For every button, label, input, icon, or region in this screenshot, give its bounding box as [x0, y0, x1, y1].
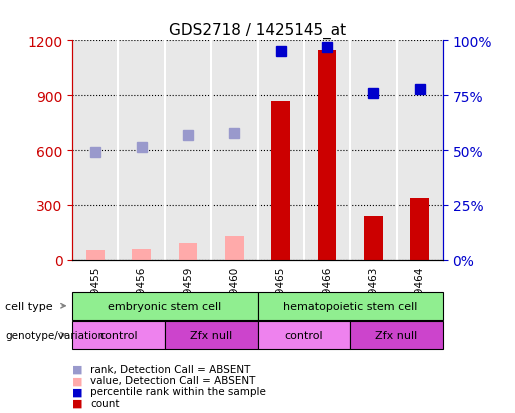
Text: count: count [90, 398, 119, 408]
Text: embryonic stem cell: embryonic stem cell [108, 301, 221, 311]
Bar [410, 198, 429, 260]
Bar [318, 50, 336, 260]
Bar [364, 216, 383, 260]
Bar [271, 102, 290, 260]
Text: ■: ■ [72, 398, 82, 408]
Text: rank, Detection Call = ABSENT: rank, Detection Call = ABSENT [90, 364, 250, 374]
Text: control: control [99, 330, 138, 340]
Text: ■: ■ [72, 387, 82, 396]
Text: hematopoietic stem cell: hematopoietic stem cell [283, 301, 417, 311]
Text: percentile rank within the sample: percentile rank within the sample [90, 387, 266, 396]
Text: Zfx null: Zfx null [375, 330, 418, 340]
Text: ■: ■ [72, 364, 82, 374]
Text: value, Detection Call = ABSENT: value, Detection Call = ABSENT [90, 375, 255, 385]
Text: control: control [284, 330, 323, 340]
Bar [179, 244, 197, 260]
Text: genotype/variation: genotype/variation [5, 330, 104, 340]
Bar [132, 249, 151, 260]
Text: cell type: cell type [5, 301, 53, 311]
Text: GDS2718 / 1425145_at: GDS2718 / 1425145_at [169, 23, 346, 39]
Bar [86, 250, 105, 260]
Text: ■: ■ [72, 375, 82, 385]
Text: Zfx null: Zfx null [190, 330, 232, 340]
Bar [225, 237, 244, 260]
